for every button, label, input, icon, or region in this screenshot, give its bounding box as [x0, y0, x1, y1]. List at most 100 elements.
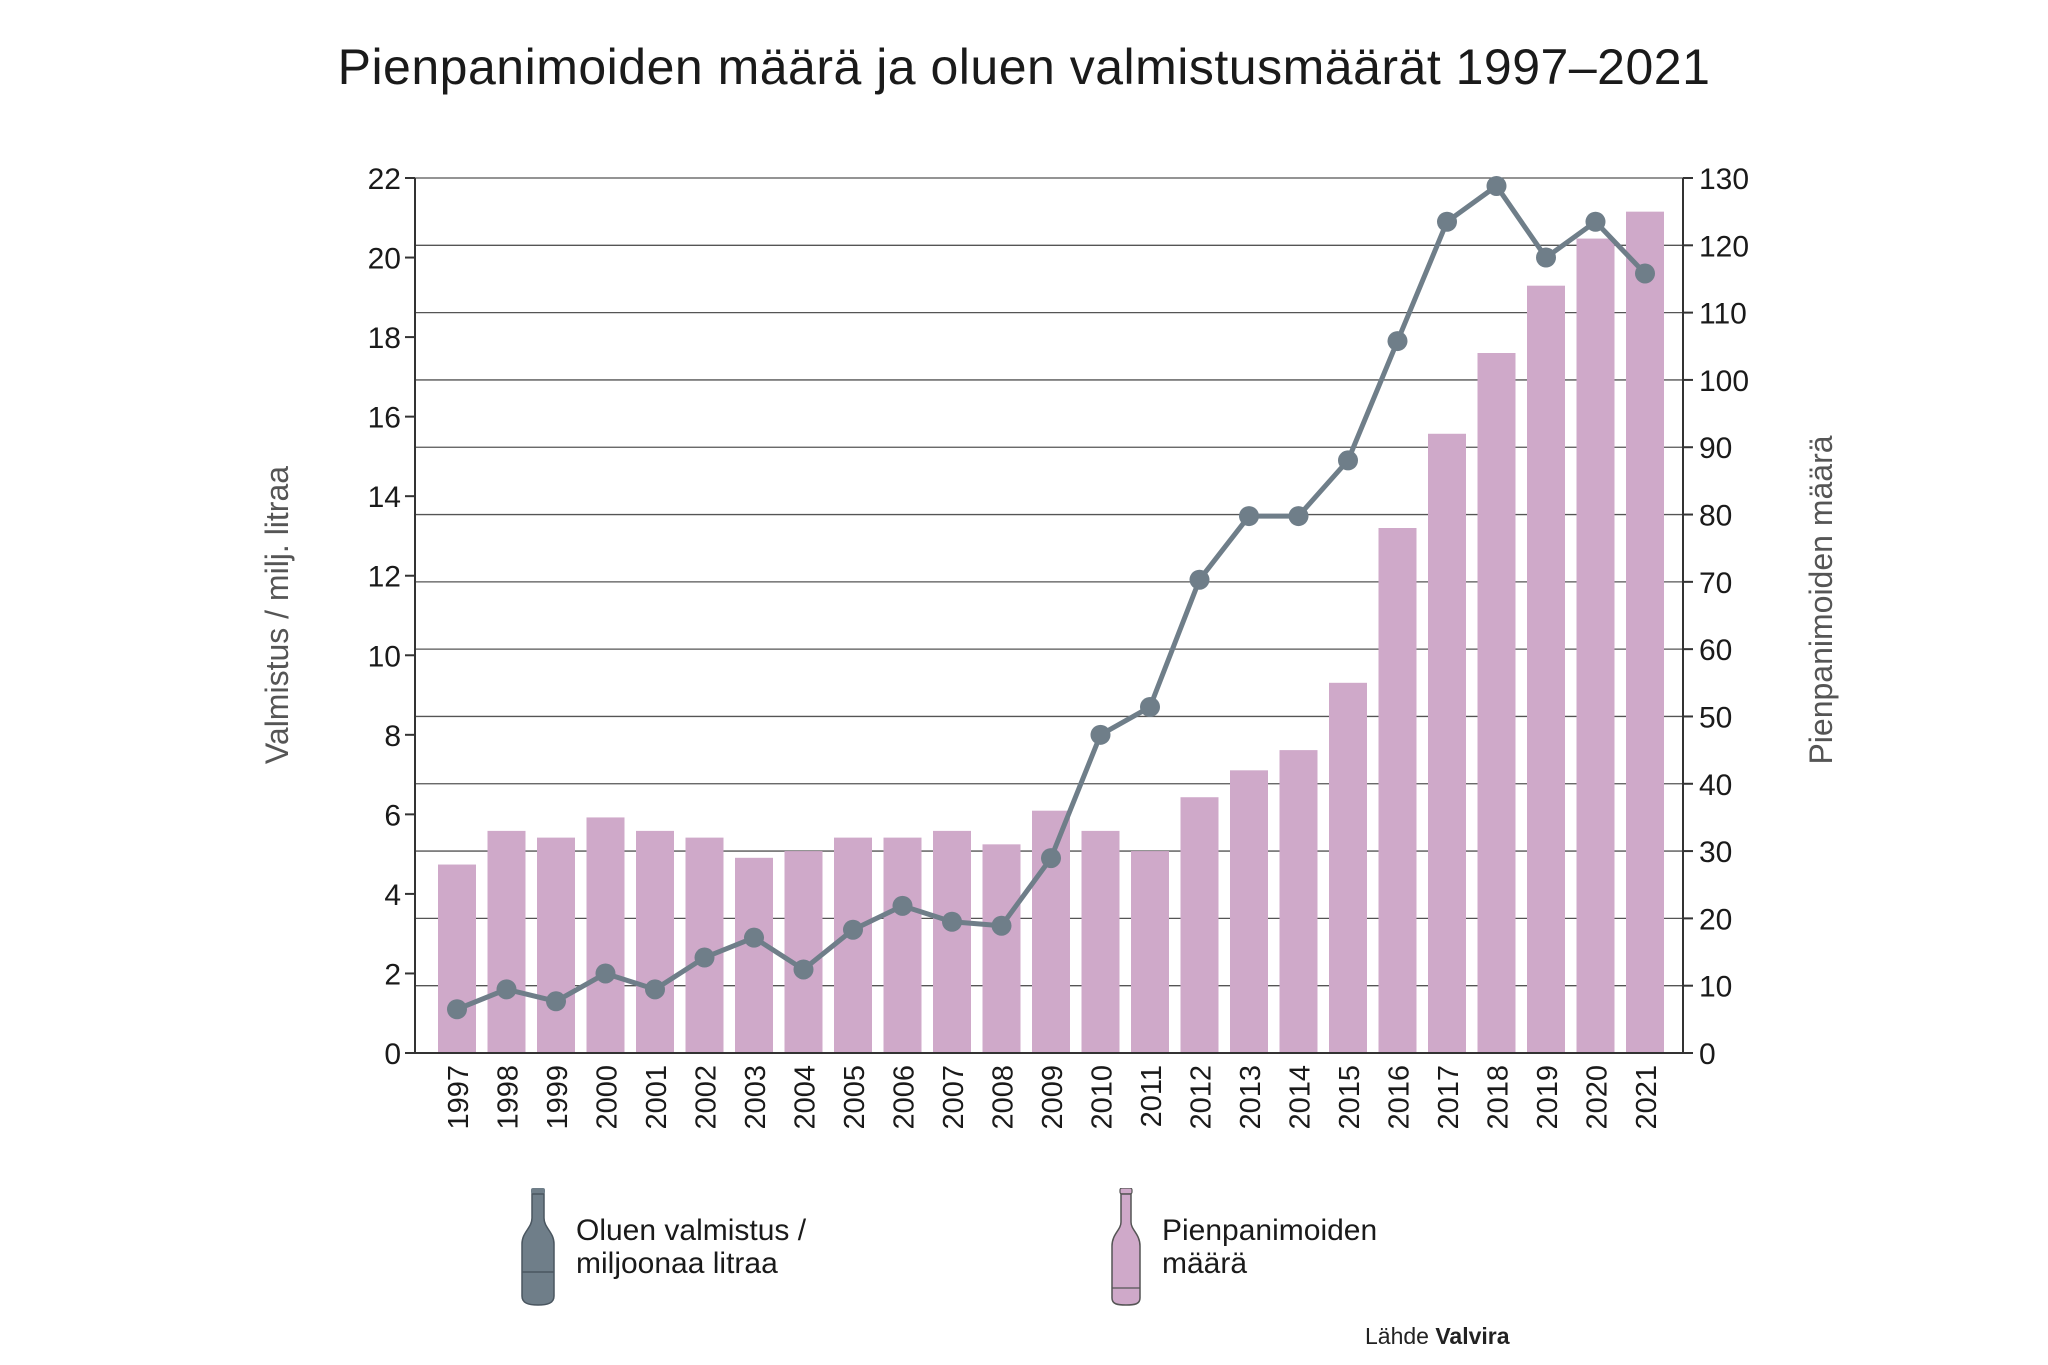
line-series — [447, 175, 1655, 1020]
legend-item-breweries: Pienpanimoiden määrä — [1110, 1188, 1492, 1306]
y-axis-title-right: Pienpanimoiden määrä — [1803, 435, 1839, 764]
right-tick-label-130: 130 — [1699, 163, 1749, 196]
bar-2020 — [1576, 238, 1615, 1054]
tick-labels: 0 2 4 6 8 10 12 14 16 18 20 22 0 10 20 30 40 50 60 70 80 90 10… — [259, 163, 1839, 1130]
point-2002 — [694, 947, 715, 968]
point-2007 — [942, 911, 962, 932]
x-tick-label-2019: 2019 — [1532, 1065, 1564, 1130]
x-tick-label-2011: 2011 — [1136, 1065, 1168, 1127]
left-tick-label-0: 0 — [384, 1038, 401, 1071]
left-tick-label-10: 10 — [368, 640, 401, 673]
x-tick-label-2009: 2009 — [1037, 1065, 1069, 1130]
x-tick-label-2007: 2007 — [938, 1065, 970, 1130]
point-2004 — [793, 959, 814, 980]
x-tick-label-2020: 2020 — [1582, 1065, 1614, 1130]
right-tick-label-20: 20 — [1699, 903, 1732, 936]
point-2008 — [991, 915, 1012, 936]
legend-label-production-line1: Oluen valmistus / — [576, 1214, 807, 1247]
legend-label-breweries-line2: määrä — [1162, 1247, 1248, 1280]
point-1998 — [496, 979, 517, 1000]
right-tick-label-40: 40 — [1699, 769, 1732, 802]
x-tick-label-2010: 2010 — [1087, 1065, 1119, 1130]
axes — [405, 177, 1693, 1054]
right-tick-label-80: 80 — [1699, 500, 1732, 533]
bar-2017 — [1428, 433, 1466, 1053]
left-tick-label-12: 12 — [368, 561, 401, 594]
bottle-icon-gray — [521, 1188, 555, 1306]
point-2010 — [1090, 724, 1111, 745]
x-tick-label-2014: 2014 — [1285, 1065, 1317, 1130]
legend-label-production-line2: miljoonaa litraa — [576, 1247, 778, 1280]
bar-2004 — [784, 851, 823, 1053]
x-tick-label-2004: 2004 — [790, 1065, 822, 1130]
point-2014 — [1288, 506, 1309, 527]
point-2009 — [1041, 848, 1061, 869]
point-2020 — [1585, 211, 1606, 232]
point-2018 — [1486, 175, 1507, 196]
point-2003 — [744, 927, 764, 948]
x-tick-label-2017: 2017 — [1433, 1065, 1465, 1130]
bar-2015 — [1329, 682, 1367, 1053]
x-tick-label-2021: 2021 — [1631, 1065, 1663, 1130]
point-2015 — [1338, 450, 1358, 471]
point-1997 — [447, 999, 467, 1020]
bar-2003 — [735, 857, 773, 1053]
left-tick-label-6: 6 — [384, 799, 401, 832]
bar-2018 — [1477, 353, 1516, 1053]
left-tick-label-4: 4 — [384, 879, 401, 912]
point-2006 — [892, 895, 913, 916]
right-tick-label-10: 10 — [1699, 971, 1732, 1004]
left-tick-label-2: 2 — [384, 958, 401, 991]
bar-2011 — [1131, 851, 1169, 1053]
left-tick-label-14: 14 — [368, 481, 401, 514]
bar-1998 — [487, 830, 526, 1053]
point-2016 — [1387, 331, 1408, 352]
y-axis-title-left: Valmistus / milj. litraa — [259, 466, 295, 764]
point-2001 — [645, 979, 665, 1000]
bar-2016 — [1378, 528, 1417, 1053]
point-2012 — [1189, 569, 1210, 590]
source-note: Lähde Valvira — [1365, 1323, 1510, 1350]
point-2011 — [1140, 696, 1160, 717]
left-tick-label-22: 22 — [368, 163, 401, 196]
chart-title: Pienpanimoiden määrä ja oluen valmistusm… — [337, 39, 1711, 95]
right-tick-label-60: 60 — [1699, 634, 1732, 667]
bar-2008 — [982, 844, 1021, 1053]
bar-2005 — [834, 837, 872, 1053]
bar-2001 — [636, 830, 674, 1053]
bar-2010 — [1081, 830, 1120, 1053]
x-tick-label-2016: 2016 — [1384, 1065, 1416, 1130]
x-tick-label-2013: 2013 — [1235, 1065, 1267, 1130]
right-tick-label-120: 120 — [1699, 230, 1749, 263]
bar-2014 — [1279, 750, 1318, 1053]
x-tick-label-2018: 2018 — [1483, 1065, 1515, 1130]
x-tick-label-2006: 2006 — [889, 1065, 921, 1130]
bar-series — [438, 211, 1664, 1054]
bar-2009 — [1032, 810, 1070, 1053]
left-tick-label-18: 18 — [368, 322, 401, 355]
right-tick-label-90: 90 — [1699, 432, 1732, 465]
point-2019 — [1536, 247, 1556, 268]
point-2021 — [1635, 263, 1655, 284]
bar-2012 — [1180, 797, 1219, 1053]
right-tick-label-100: 100 — [1699, 365, 1749, 398]
x-tick-label-1999: 1999 — [542, 1065, 574, 1130]
point-2013 — [1239, 506, 1259, 527]
x-tick-label-2000: 2000 — [592, 1065, 624, 1130]
bar-2013 — [1230, 770, 1268, 1053]
legend-item-production: Oluen valmistus / miljoonaa litraa — [520, 1188, 906, 1306]
x-tick-label-2002: 2002 — [691, 1065, 723, 1130]
bar-2007 — [933, 830, 971, 1053]
x-tick-label-2012: 2012 — [1186, 1065, 1218, 1130]
bar-2002 — [685, 837, 724, 1053]
legend-label-breweries-line1: Pienpanimoiden — [1162, 1214, 1378, 1247]
bar-2021 — [1626, 211, 1664, 1054]
x-tick-label-2001: 2001 — [641, 1065, 673, 1130]
source-prefix: Lähde — [1365, 1323, 1429, 1349]
bar-1999 — [537, 837, 575, 1053]
point-2000 — [595, 963, 616, 984]
source-name: Valvira — [1435, 1323, 1510, 1349]
left-tick-label-8: 8 — [384, 720, 401, 753]
right-tick-label-110: 110 — [1699, 298, 1747, 331]
